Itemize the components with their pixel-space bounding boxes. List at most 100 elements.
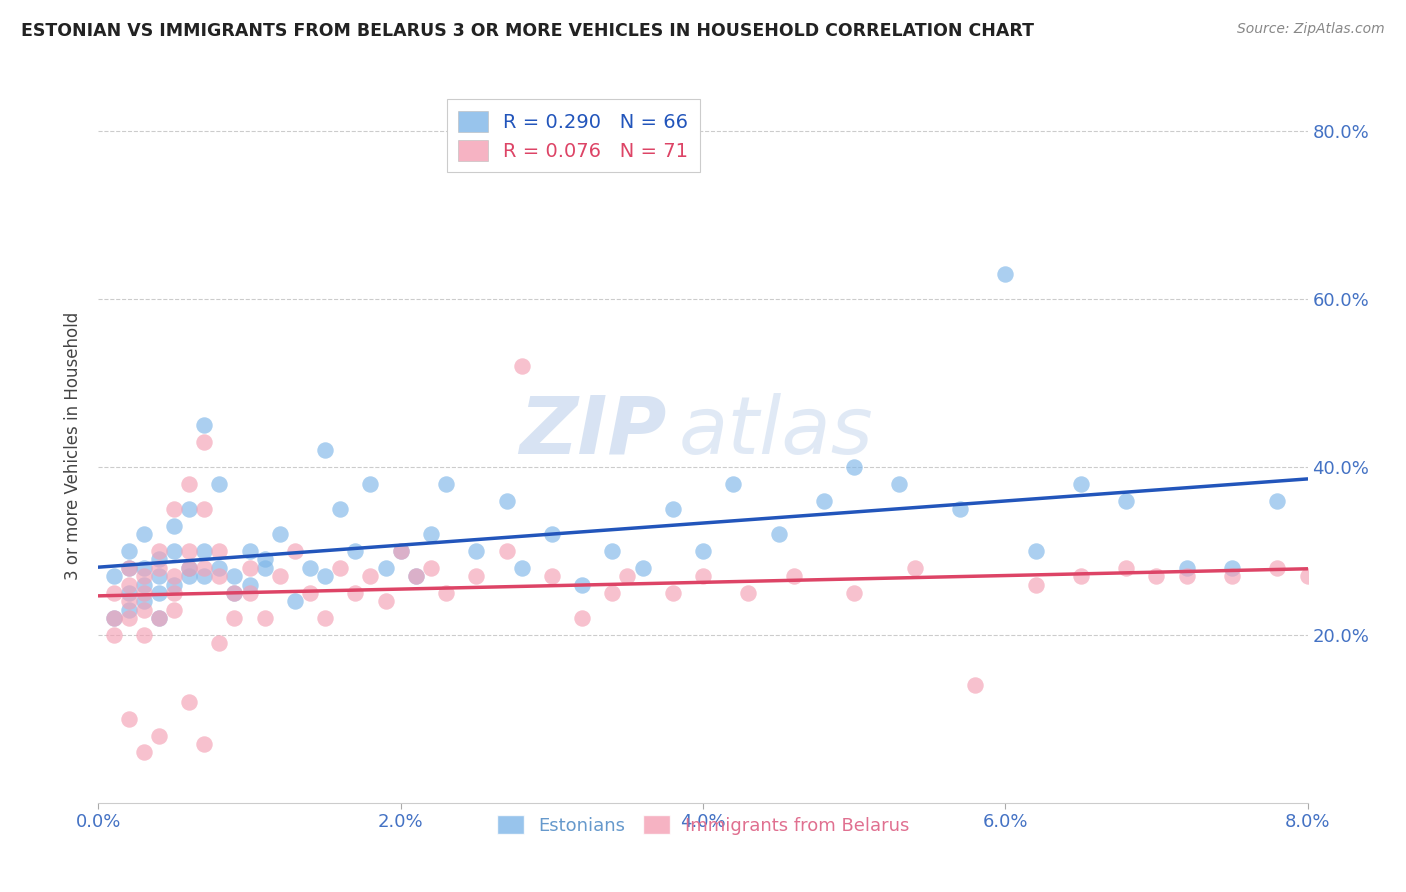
Point bbox=[118, 712, 141, 726]
Point bbox=[465, 569, 488, 583]
Point bbox=[889, 476, 911, 491]
Point bbox=[434, 476, 457, 491]
Point bbox=[253, 611, 276, 625]
Point bbox=[193, 560, 215, 574]
Point bbox=[148, 729, 170, 743]
Point bbox=[510, 560, 533, 574]
Point bbox=[132, 577, 155, 591]
Point bbox=[148, 560, 170, 574]
Point bbox=[193, 417, 215, 432]
Point bbox=[269, 569, 291, 583]
Point bbox=[103, 628, 125, 642]
Point bbox=[148, 611, 170, 625]
Point bbox=[132, 527, 155, 541]
Point bbox=[571, 611, 593, 625]
Point bbox=[224, 611, 246, 625]
Point bbox=[374, 560, 396, 574]
Point bbox=[1175, 560, 1198, 574]
Point bbox=[661, 586, 683, 600]
Point bbox=[132, 603, 155, 617]
Point bbox=[132, 560, 155, 574]
Point bbox=[193, 544, 215, 558]
Point bbox=[163, 603, 186, 617]
Point bbox=[148, 611, 170, 625]
Point bbox=[193, 434, 215, 449]
Point bbox=[224, 586, 246, 600]
Point bbox=[1220, 560, 1243, 574]
Point bbox=[360, 476, 382, 491]
Point bbox=[661, 502, 683, 516]
Point bbox=[768, 527, 790, 541]
Point bbox=[844, 460, 866, 475]
Point bbox=[239, 544, 262, 558]
Point bbox=[1025, 544, 1047, 558]
Point bbox=[103, 611, 125, 625]
Point bbox=[179, 544, 201, 558]
Point bbox=[1115, 560, 1137, 574]
Point bbox=[602, 544, 624, 558]
Point bbox=[179, 560, 201, 574]
Point bbox=[118, 611, 141, 625]
Text: atlas: atlas bbox=[679, 392, 873, 471]
Text: ZIP: ZIP bbox=[519, 392, 666, 471]
Point bbox=[148, 552, 170, 566]
Point bbox=[344, 544, 367, 558]
Point bbox=[118, 560, 141, 574]
Point bbox=[163, 569, 186, 583]
Point bbox=[118, 544, 141, 558]
Point bbox=[208, 544, 231, 558]
Point bbox=[132, 569, 155, 583]
Point bbox=[163, 518, 186, 533]
Point bbox=[208, 560, 231, 574]
Point bbox=[844, 586, 866, 600]
Point bbox=[103, 569, 125, 583]
Point bbox=[1267, 560, 1289, 574]
Point bbox=[329, 502, 352, 516]
Point bbox=[1025, 577, 1047, 591]
Point bbox=[389, 544, 412, 558]
Point bbox=[208, 636, 231, 650]
Point bbox=[193, 502, 215, 516]
Point bbox=[737, 586, 759, 600]
Point bbox=[783, 569, 806, 583]
Point bbox=[1115, 493, 1137, 508]
Point bbox=[132, 594, 155, 608]
Point bbox=[374, 594, 396, 608]
Point bbox=[965, 678, 987, 692]
Point bbox=[405, 569, 427, 583]
Text: Source: ZipAtlas.com: Source: ZipAtlas.com bbox=[1237, 22, 1385, 37]
Point bbox=[1175, 569, 1198, 583]
Point bbox=[224, 569, 246, 583]
Point bbox=[193, 737, 215, 751]
Point bbox=[208, 569, 231, 583]
Point bbox=[284, 594, 307, 608]
Point bbox=[314, 611, 336, 625]
Point bbox=[344, 586, 367, 600]
Point bbox=[163, 577, 186, 591]
Point bbox=[1267, 493, 1289, 508]
Point bbox=[193, 569, 215, 583]
Point bbox=[813, 493, 835, 508]
Point bbox=[284, 544, 307, 558]
Point bbox=[148, 544, 170, 558]
Point bbox=[1220, 569, 1243, 583]
Point bbox=[239, 586, 262, 600]
Point bbox=[253, 552, 276, 566]
Point bbox=[179, 476, 201, 491]
Point bbox=[540, 527, 562, 541]
Point bbox=[132, 746, 155, 760]
Point bbox=[616, 569, 638, 583]
Point bbox=[420, 560, 443, 574]
Point bbox=[179, 560, 201, 574]
Point bbox=[299, 560, 322, 574]
Point bbox=[239, 577, 262, 591]
Point bbox=[299, 586, 322, 600]
Text: ESTONIAN VS IMMIGRANTS FROM BELARUS 3 OR MORE VEHICLES IN HOUSEHOLD CORRELATION : ESTONIAN VS IMMIGRANTS FROM BELARUS 3 OR… bbox=[21, 22, 1033, 40]
Point bbox=[269, 527, 291, 541]
Point bbox=[163, 502, 186, 516]
Point bbox=[571, 577, 593, 591]
Point bbox=[314, 443, 336, 458]
Point bbox=[692, 544, 714, 558]
Point bbox=[723, 476, 745, 491]
Point bbox=[329, 560, 352, 574]
